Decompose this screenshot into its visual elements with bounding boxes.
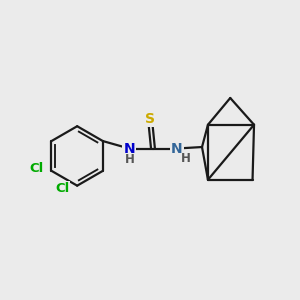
- Text: H: H: [181, 152, 190, 165]
- Text: N: N: [171, 142, 183, 155]
- Text: H: H: [125, 153, 135, 166]
- Text: Cl: Cl: [55, 182, 69, 195]
- Text: S: S: [145, 112, 155, 126]
- Text: N: N: [123, 142, 135, 155]
- Text: Cl: Cl: [29, 162, 44, 175]
